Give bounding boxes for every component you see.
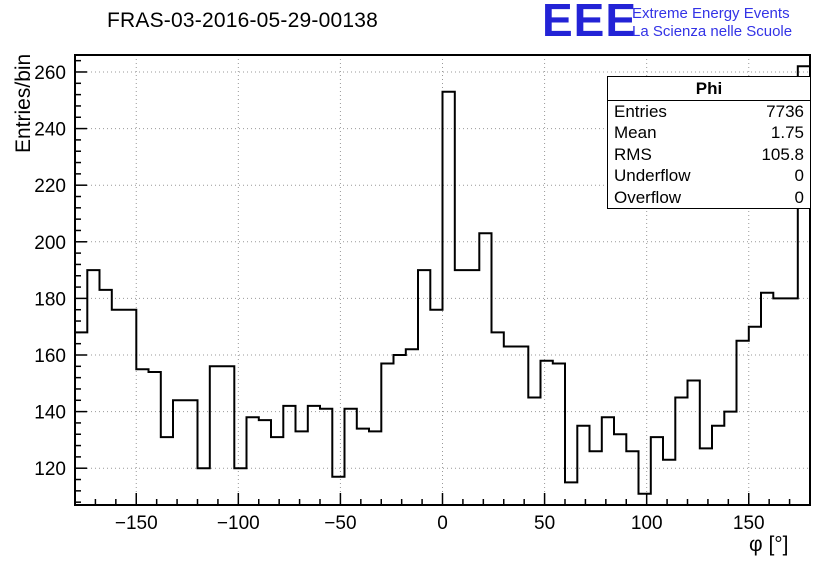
eee-logo-text: EEE [542, 0, 638, 46]
y-tick-label: 220 [34, 176, 66, 197]
stats-row-overflow: Overflow 0 [608, 187, 810, 208]
stats-value: 105.8 [761, 144, 804, 164]
stats-label: Entries [614, 102, 667, 121]
x-axis-title: φ [°] [749, 533, 789, 556]
logo-subtitle-line2: La Scienza nelle Scuole [632, 23, 793, 40]
stats-row-mean: Mean 1.75 [608, 122, 810, 143]
y-tick-label: 200 [34, 233, 66, 254]
x-tick-label: 150 [733, 513, 765, 534]
stats-row-entries: Entries 7736 [608, 101, 810, 122]
histogram-line [75, 65, 810, 495]
stats-label: RMS [614, 144, 652, 164]
y-tick-label: 120 [34, 459, 66, 480]
stats-box: Phi Entries 7736 Mean 1.75 RMS 105.8 Und… [607, 76, 811, 210]
stats-label: Mean [614, 123, 657, 143]
y-tick-label: 140 [34, 403, 66, 424]
stats-label: Underflow [614, 166, 691, 186]
stats-row-underflow: Underflow 0 [608, 165, 810, 186]
y-tick-label: 240 [34, 120, 66, 141]
x-tick-label: 50 [534, 513, 555, 534]
x-tick-label: 0 [437, 513, 448, 534]
x-tick-label: −100 [217, 513, 260, 534]
y-tick-label: 260 [34, 63, 66, 84]
stats-value: 7736 [766, 102, 804, 121]
stats-value: 0 [794, 166, 804, 186]
x-tick-label: −50 [324, 513, 356, 534]
stats-value: 1.75 [770, 123, 804, 143]
stats-box-title: Phi [608, 77, 810, 101]
x-tick-label: 100 [631, 513, 663, 534]
stats-label: Overflow [614, 187, 682, 207]
y-tick-label: 180 [34, 289, 66, 310]
plot-title: FRAS-03-2016-05-29-00138 [107, 9, 378, 32]
stats-value: 0 [794, 187, 804, 207]
x-tick-label: −150 [115, 513, 158, 534]
stats-row-rms: RMS 105.8 [608, 144, 810, 165]
logo-subtitle-line1: Extreme Energy Events [632, 5, 790, 22]
y-tick-label: 160 [34, 346, 66, 367]
